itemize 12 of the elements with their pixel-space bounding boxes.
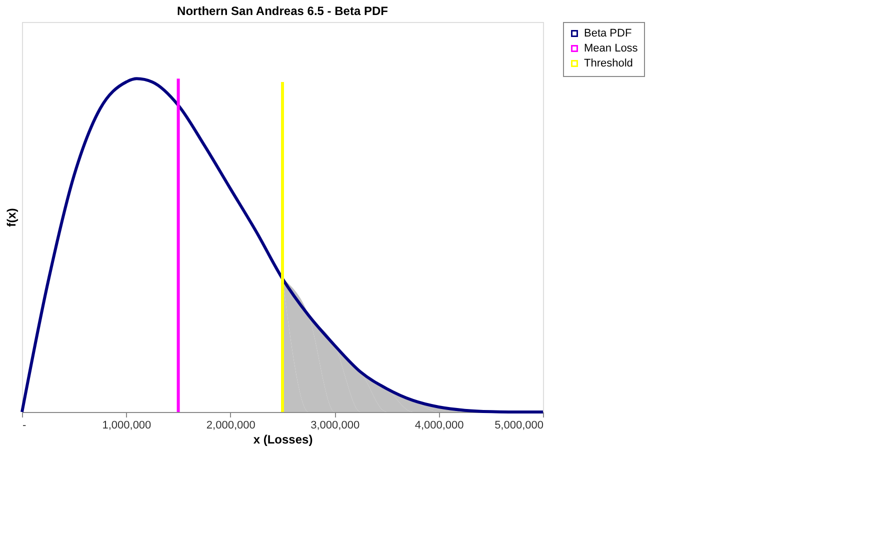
x-tick-label: 2,000,000 <box>206 420 256 432</box>
legend-label: Threshold <box>584 58 633 70</box>
chart-title: Northern San Andreas 6.5 - Beta PDF <box>177 4 388 18</box>
x-tick-label: - <box>22 420 26 432</box>
y-axis-title: f(x) <box>4 208 18 227</box>
legend-label: Beta PDF <box>584 28 632 40</box>
x-tick-label: 5,000,000 <box>494 420 544 432</box>
x-tick-label: 3,000,000 <box>310 420 360 432</box>
x-tick-label: 4,000,000 <box>414 420 464 432</box>
x-axis-title: x (Losses) <box>253 432 313 446</box>
x-tick-label: 1,000,000 <box>102 420 152 432</box>
legend-label: Mean Loss <box>584 42 638 54</box>
